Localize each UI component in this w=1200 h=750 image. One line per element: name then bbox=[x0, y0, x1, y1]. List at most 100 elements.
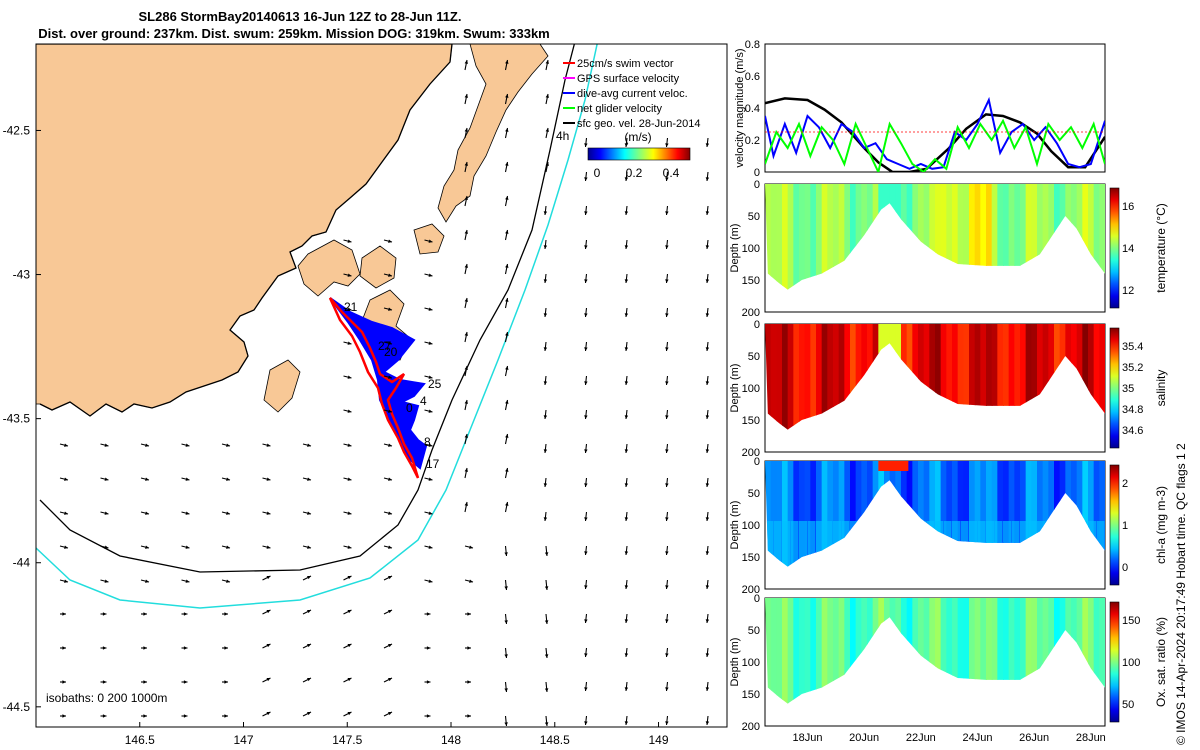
section-column bbox=[929, 184, 936, 290]
velocity-y-tick-label: 0 bbox=[754, 167, 760, 179]
velocity-arrow-head bbox=[307, 712, 311, 716]
section-column bbox=[776, 324, 783, 430]
velocity-arrow-head bbox=[544, 688, 549, 692]
velocity-arrow-head bbox=[624, 483, 629, 487]
velocity-arrow-head bbox=[584, 653, 588, 657]
section-column bbox=[770, 598, 778, 704]
section-column bbox=[935, 324, 942, 430]
velocity-arrow-head bbox=[665, 551, 669, 555]
velocity-arrow-head bbox=[347, 443, 352, 447]
section-column bbox=[1042, 598, 1050, 704]
velocity-arrow-head bbox=[544, 722, 549, 726]
section-column bbox=[804, 324, 812, 430]
velocity-arrow-head bbox=[624, 687, 629, 691]
salinity-y-tick-label: 0 bbox=[754, 319, 760, 331]
velocity-arrow-head bbox=[464, 230, 468, 234]
velocity-arrow-head bbox=[145, 545, 149, 549]
velocity-arrow-head bbox=[665, 381, 669, 385]
section-column bbox=[787, 184, 795, 290]
salinity-y-tick-label: 200 bbox=[742, 447, 760, 459]
velocity-arrow-head bbox=[104, 443, 109, 447]
chlorophyll-y-tick-label: 50 bbox=[748, 488, 760, 500]
velocity-arrow-head bbox=[624, 551, 629, 555]
oxygen-y-tick-label: 50 bbox=[748, 625, 760, 637]
section-column bbox=[810, 461, 817, 567]
section-column bbox=[952, 184, 959, 290]
velocity-arrow-head bbox=[544, 552, 549, 556]
section-patch bbox=[765, 521, 773, 566]
section-column bbox=[952, 324, 959, 430]
section-column bbox=[799, 461, 806, 567]
salinity-colorbar-tick: 35 bbox=[1122, 383, 1134, 395]
velocity-arrow-head bbox=[544, 654, 549, 658]
temperature-colorbar-tick: 14 bbox=[1122, 243, 1134, 255]
section-column bbox=[1093, 598, 1101, 704]
velocity-arrow-head bbox=[505, 230, 509, 234]
velocity-arrow-head bbox=[266, 576, 271, 580]
velocity-arrow-head bbox=[388, 273, 392, 277]
velocity-arrow-head bbox=[584, 279, 588, 283]
velocity-arrow-head bbox=[145, 511, 149, 515]
oxygen-y-label: Depth (m) bbox=[729, 638, 741, 687]
velocity-arrow-head bbox=[467, 680, 471, 684]
section-column bbox=[1014, 184, 1021, 290]
velocity-arrow-head bbox=[183, 680, 188, 684]
velocity-arrow-head bbox=[665, 177, 669, 181]
temperature-y-tick-label: 50 bbox=[748, 211, 760, 223]
velocity-arrow-head bbox=[705, 177, 710, 181]
section-column bbox=[855, 461, 863, 567]
velocity-arrow-head bbox=[102, 680, 107, 684]
section-column bbox=[963, 598, 970, 704]
section-column bbox=[1008, 184, 1016, 290]
velocity-arrow-head bbox=[266, 443, 271, 447]
section-column bbox=[1025, 598, 1033, 704]
chlorophyll-colorbar bbox=[1109, 464, 1120, 586]
map-panel: 146.5 147 147.5 148 148.5 149 -42.5 -43 -43.5 -4… bbox=[3, 43, 728, 747]
section-patch bbox=[782, 521, 790, 566]
track-waypoint-label: 4 bbox=[420, 394, 427, 408]
velocity-arrow-head bbox=[504, 620, 508, 624]
section-column bbox=[986, 324, 993, 430]
velocity-arrow-head bbox=[464, 366, 468, 370]
section-column bbox=[1025, 184, 1033, 290]
velocity-arrow-head bbox=[705, 687, 710, 691]
legend-label: net glider velocity bbox=[577, 103, 662, 115]
velocity-arrow-head bbox=[388, 511, 392, 515]
velocity-arrow-head bbox=[104, 477, 109, 481]
velocity-arrow-head bbox=[705, 347, 710, 351]
map-y-tick-label: -42.5 bbox=[3, 123, 31, 137]
velocity-arrow-head bbox=[347, 644, 352, 648]
velocity-arrow-head bbox=[62, 646, 66, 650]
velocity-arrow-head bbox=[624, 449, 629, 453]
section-column bbox=[918, 184, 925, 290]
velocity-arrow-head bbox=[266, 678, 271, 682]
velocity-arrow-head bbox=[266, 545, 271, 549]
section-column bbox=[997, 598, 1004, 704]
section-column bbox=[1025, 324, 1033, 430]
velocity-arrow-head bbox=[504, 654, 508, 658]
section-column bbox=[833, 324, 840, 430]
velocity-arrow-head bbox=[347, 545, 352, 549]
velocity-arrow-head bbox=[185, 511, 190, 515]
velocity-arrow-head bbox=[545, 128, 549, 132]
velocity-arrow-head bbox=[584, 619, 588, 623]
section-column bbox=[844, 461, 851, 567]
section-column bbox=[969, 598, 976, 704]
section-column bbox=[855, 324, 863, 430]
velocity-arrow-head bbox=[665, 585, 669, 589]
velocity-arrow-head bbox=[226, 579, 230, 583]
salinity-y-tick-label: 150 bbox=[742, 415, 760, 427]
velocity-arrow-head bbox=[426, 714, 431, 718]
section-column bbox=[957, 598, 965, 704]
velocity-arrow-head bbox=[505, 162, 509, 166]
velocity-arrow-head bbox=[469, 579, 473, 583]
velocity-arrow-head bbox=[464, 298, 468, 302]
velocity-arrow-head bbox=[624, 279, 629, 283]
salinity-y-tick-label: 100 bbox=[742, 383, 760, 395]
velocity-arrow-head bbox=[544, 586, 549, 590]
section-column bbox=[855, 598, 863, 704]
velocity-arrow-head bbox=[428, 239, 433, 243]
velocity-arrow-head bbox=[224, 612, 228, 616]
section-column bbox=[974, 598, 982, 704]
section-column bbox=[821, 184, 829, 290]
